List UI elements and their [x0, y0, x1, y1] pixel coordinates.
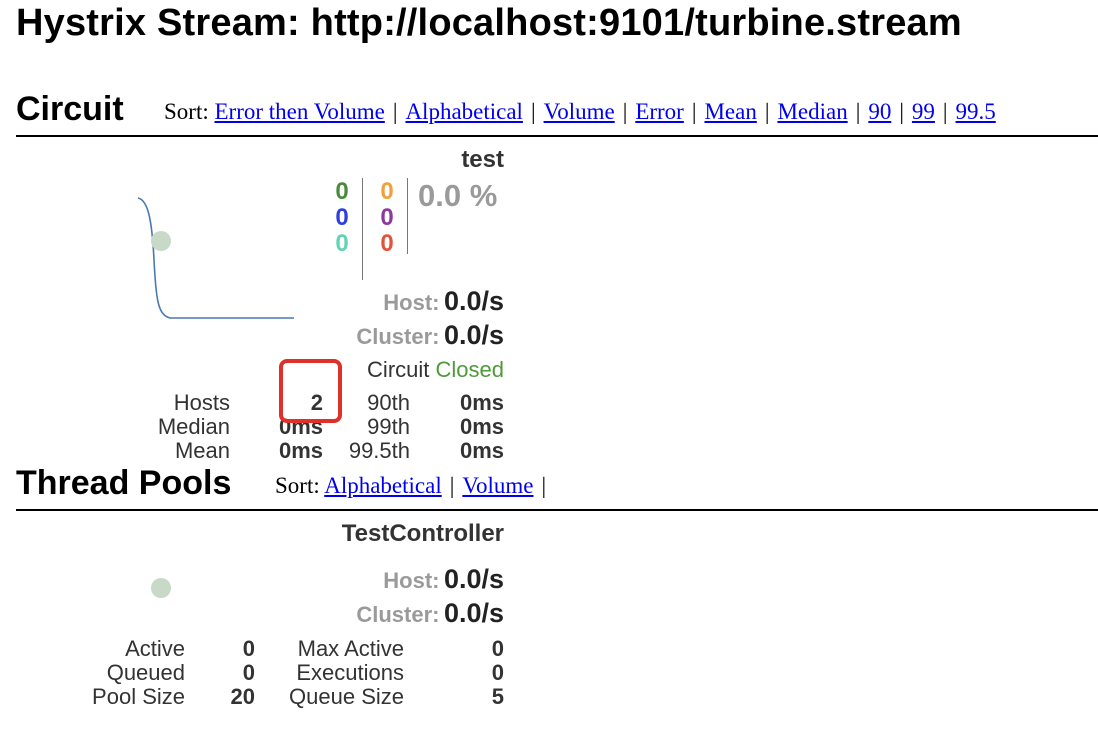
cluster-rate-row: Cluster: 0.0/s — [356, 320, 504, 351]
mean-value: 0ms — [278, 438, 323, 463]
p99-label: 99th — [367, 414, 410, 439]
queued-value: 0 — [242, 660, 255, 685]
timeout-count: 0 — [380, 178, 394, 205]
failure-count: 0 — [380, 230, 394, 257]
executions-label: Executions — [296, 660, 404, 685]
circuit-sort-bar: Sort: Error then Volume | Alphabetical | Vol… — [164, 99, 996, 125]
circuit-rate-sparkline — [137, 197, 294, 319]
p995-label: 99.5th — [348, 438, 410, 463]
sort-alphabetical-link[interactable]: Alphabetical — [405, 99, 523, 124]
cluster-rate-value: 0.0/s — [443, 320, 504, 350]
separator: | — [392, 99, 398, 124]
count-divider — [362, 178, 363, 280]
thread-pool-health-dot-icon — [151, 578, 171, 598]
separator: | — [449, 473, 455, 498]
thread-pools-sort-bar: Sort: Alphabetical | Volume | — [275, 473, 554, 499]
separator: | — [899, 99, 904, 124]
circuit-health-dot-icon — [151, 231, 171, 251]
queued-label: Queued — [106, 660, 185, 685]
hosts-label: Hosts — [173, 390, 230, 415]
host-rate-value: 0.0/s — [443, 286, 504, 316]
active-value: 0 — [242, 636, 255, 661]
sort-99-5-link[interactable]: 99.5 — [955, 99, 996, 124]
pool-cluster-rate-row: Cluster: 0.0/s — [356, 598, 504, 629]
separator: | — [764, 99, 770, 124]
p99-value: 0ms — [459, 414, 504, 439]
pool-size-value: 20 — [230, 684, 255, 709]
sort-label: Sort: — [164, 99, 209, 124]
queue-size-label: Queue Size — [289, 684, 404, 709]
rejected-count: 0 — [380, 204, 394, 231]
thread-pools-section-divider — [16, 509, 1098, 511]
short-circuited-count: 0 — [335, 204, 349, 231]
sort-mean-link[interactable]: Mean — [704, 99, 757, 124]
success-count: 0 — [335, 178, 349, 205]
host-rate-label: Host: — [383, 290, 440, 315]
cluster-rate-label: Cluster: — [356, 324, 440, 349]
executions-value: 0 — [491, 660, 504, 685]
median-label: Median — [157, 414, 230, 439]
sort-error-link[interactable]: Error — [635, 99, 684, 124]
separator: | — [530, 99, 536, 124]
hosts-value: 2 — [310, 390, 323, 415]
circuit-section-divider — [16, 135, 1098, 137]
sort-90-link[interactable]: 90 — [868, 99, 892, 124]
thread-pool-name: TestController — [341, 520, 504, 547]
p995-value: 0ms — [459, 438, 504, 463]
circuit-status-value: Closed — [435, 357, 504, 382]
queue-size-value: 5 — [491, 684, 504, 709]
separator: | — [942, 99, 948, 124]
separator: | — [541, 473, 547, 498]
separator: | — [622, 99, 628, 124]
sparkline-path — [137, 197, 294, 319]
circuit-name: test — [461, 146, 504, 173]
pool-host-rate-value: 0.0/s — [443, 564, 504, 594]
separator: | — [691, 99, 697, 124]
pool-size-label: Pool Size — [92, 684, 185, 709]
circuit-status: Circuit Closed — [367, 357, 504, 383]
sort-99-link[interactable]: 99 — [911, 99, 935, 124]
p90-value: 0ms — [459, 390, 504, 415]
pool-sort-volume-link[interactable]: Volume — [462, 473, 534, 498]
max-active-value: 0 — [491, 636, 504, 661]
p90-label: 90th — [367, 390, 410, 415]
pool-cluster-rate-label: Cluster: — [356, 602, 440, 627]
pool-host-rate-label: Host: — [383, 568, 440, 593]
circuit-section-title: Circuit — [16, 90, 124, 128]
pool-cluster-rate-value: 0.0/s — [443, 598, 504, 628]
separator: | — [855, 99, 861, 124]
sort-label: Sort: — [275, 473, 320, 498]
page-title: Hystrix Stream: http://localhost:9101/tu… — [16, 2, 962, 44]
sort-volume-link[interactable]: Volume — [543, 99, 615, 124]
active-label: Active — [125, 636, 185, 661]
bad-request-count: 0 — [335, 230, 349, 257]
hosts-highlight-box — [279, 359, 342, 423]
mean-label: Mean — [174, 438, 230, 463]
max-active-label: Max Active — [297, 636, 404, 661]
circuit-status-label: Circuit — [367, 357, 430, 382]
sort-error-then-volume-link[interactable]: Error then Volume — [214, 99, 385, 124]
thread-pools-section-title: Thread Pools — [16, 464, 232, 502]
pool-host-rate-row: Host: 0.0/s — [383, 564, 504, 595]
host-rate-row: Host: 0.0/s — [383, 286, 504, 317]
sort-median-link[interactable]: Median — [777, 99, 848, 124]
error-percentage: 0.0 % — [418, 178, 498, 213]
count-divider — [407, 178, 408, 254]
pool-sort-alphabetical-link[interactable]: Alphabetical — [324, 473, 442, 498]
